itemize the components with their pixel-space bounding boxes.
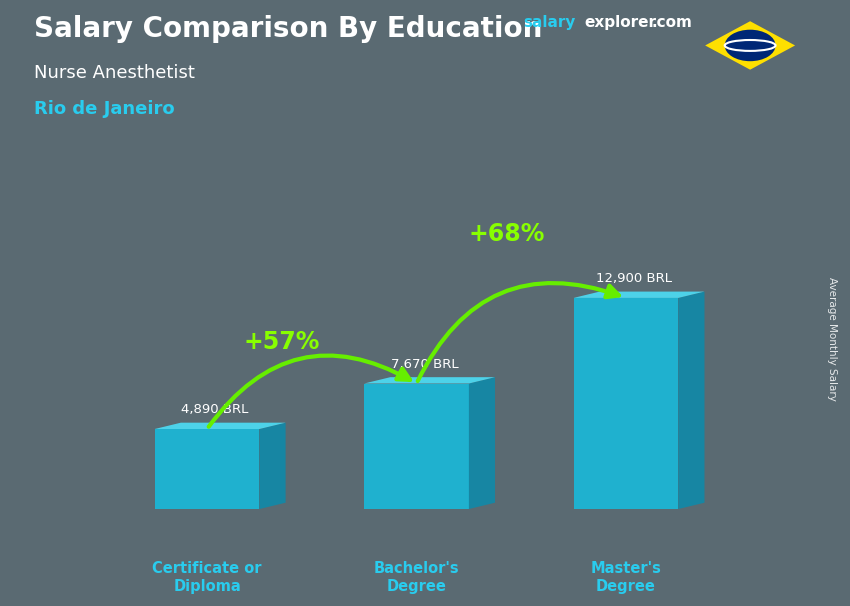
FancyArrowPatch shape xyxy=(209,356,410,427)
Text: +57%: +57% xyxy=(244,330,320,355)
Polygon shape xyxy=(155,422,286,429)
Text: 12,900 BRL: 12,900 BRL xyxy=(596,272,672,285)
Polygon shape xyxy=(706,21,795,70)
Text: Salary Comparison By Education: Salary Comparison By Education xyxy=(34,15,542,43)
Text: Rio de Janeiro: Rio de Janeiro xyxy=(34,100,174,118)
Text: explorer: explorer xyxy=(585,15,657,30)
Polygon shape xyxy=(574,291,705,298)
Text: Master's
Degree: Master's Degree xyxy=(591,562,661,594)
Polygon shape xyxy=(469,377,495,509)
Polygon shape xyxy=(364,384,469,509)
Text: salary: salary xyxy=(523,15,575,30)
Text: 7,670 BRL: 7,670 BRL xyxy=(390,358,458,371)
Circle shape xyxy=(725,30,775,61)
Polygon shape xyxy=(259,422,286,509)
Polygon shape xyxy=(364,377,495,384)
Polygon shape xyxy=(678,291,705,509)
Text: Certificate or
Diploma: Certificate or Diploma xyxy=(152,562,262,594)
Text: .com: .com xyxy=(651,15,692,30)
Text: Bachelor's
Degree: Bachelor's Degree xyxy=(374,562,459,594)
FancyArrowPatch shape xyxy=(417,283,619,381)
Text: +68%: +68% xyxy=(468,222,545,246)
Text: 4,890 BRL: 4,890 BRL xyxy=(181,404,248,416)
Polygon shape xyxy=(155,429,259,509)
Text: Nurse Anesthetist: Nurse Anesthetist xyxy=(34,64,195,82)
Polygon shape xyxy=(574,298,678,509)
Text: Average Monthly Salary: Average Monthly Salary xyxy=(827,278,837,401)
